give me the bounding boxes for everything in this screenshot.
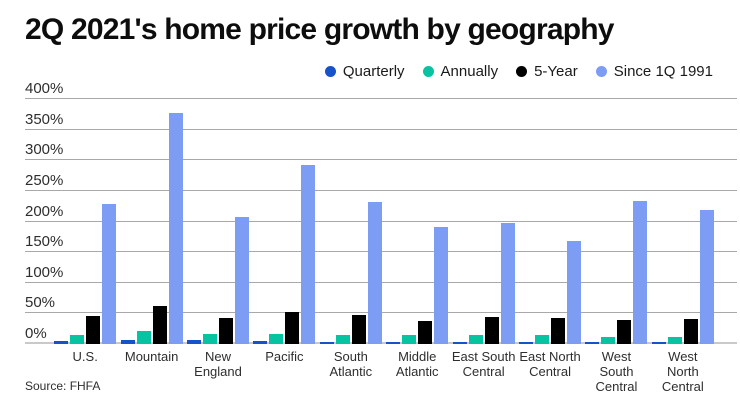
chart-title: 2Q 2021's home price growth by geography bbox=[25, 13, 614, 46]
bar-since_1991 bbox=[301, 165, 316, 344]
y-tick-label-150: 150% bbox=[25, 234, 68, 250]
gridline-250 bbox=[25, 189, 737, 191]
bar-quarterly bbox=[120, 339, 135, 344]
legend-dot-icon bbox=[324, 66, 336, 77]
x-axis-label: East South Central bbox=[451, 349, 516, 379]
bar-five_year bbox=[551, 317, 566, 344]
bar-group bbox=[384, 99, 450, 344]
bar-annually bbox=[601, 336, 616, 344]
bar-annually bbox=[468, 335, 483, 344]
bar-five_year bbox=[219, 317, 234, 344]
legend: Quarterly Annually 5-Year Since 1Q 1991 bbox=[324, 63, 713, 80]
bar-since_1991 bbox=[633, 200, 648, 344]
gridline-400 bbox=[25, 98, 737, 99]
bar-group bbox=[517, 99, 583, 344]
bar-quarterly bbox=[651, 342, 666, 344]
bar-since_1991 bbox=[500, 222, 515, 344]
bar-annually bbox=[136, 331, 151, 344]
bar-group bbox=[318, 99, 384, 344]
y-tick-label-300: 300% bbox=[25, 142, 68, 158]
bar-annually bbox=[535, 335, 550, 344]
legend-item-five_year: 5-Year bbox=[516, 63, 578, 80]
gridline-350 bbox=[25, 128, 737, 130]
gridline-300 bbox=[25, 159, 737, 161]
bar-five_year bbox=[683, 318, 698, 344]
x-axis-label: South Atlantic bbox=[329, 349, 373, 379]
bar-quarterly bbox=[253, 340, 268, 344]
bar-quarterly bbox=[519, 342, 534, 344]
y-tick-label-0: 0% bbox=[25, 326, 51, 341]
legend-label: 5-Year bbox=[534, 63, 578, 80]
plot-area: 400% 350% 300% 250% 200% 150% 100% 50% 0% bbox=[25, 81, 737, 344]
bar-quarterly bbox=[386, 341, 401, 344]
bar-five_year bbox=[152, 306, 167, 344]
bar-annually bbox=[70, 334, 85, 344]
y-tick-label-50: 50% bbox=[25, 295, 60, 311]
bar-since_1991 bbox=[168, 113, 183, 344]
bar-group bbox=[52, 99, 118, 344]
x-axis-label: West South Central bbox=[595, 349, 638, 394]
legend-label: Annually bbox=[440, 63, 499, 80]
bar-group bbox=[583, 99, 649, 344]
bar-group bbox=[118, 99, 184, 344]
x-axis-label: West North Central bbox=[661, 349, 704, 394]
bar-group bbox=[650, 99, 716, 344]
bar-group bbox=[185, 99, 251, 344]
bar-since_1991 bbox=[699, 210, 714, 344]
source-note: Source: FHFA bbox=[25, 379, 101, 393]
bar-quarterly bbox=[54, 340, 69, 344]
x-axis-label: Pacific bbox=[265, 349, 304, 364]
x-axis-label: East North Central bbox=[519, 349, 581, 379]
x-axis-label: Mountain bbox=[124, 349, 179, 364]
x-axis-label: New England bbox=[194, 349, 242, 379]
bar-since_1991 bbox=[235, 216, 250, 344]
bar-quarterly bbox=[187, 340, 202, 344]
bar-annually bbox=[667, 336, 682, 344]
legend-item-quarterly: Quarterly bbox=[324, 63, 405, 80]
bar-since_1991 bbox=[567, 240, 582, 344]
bar-five_year bbox=[418, 320, 433, 344]
bar-since_1991 bbox=[367, 201, 382, 344]
legend-dot-icon bbox=[422, 66, 434, 77]
bar-five_year bbox=[484, 317, 499, 344]
bar-annually bbox=[335, 334, 350, 344]
y-tick-label-250: 250% bbox=[25, 172, 68, 188]
bar-groups bbox=[52, 99, 716, 344]
legend-item-annually: Annually bbox=[422, 63, 499, 80]
bar-five_year bbox=[285, 312, 300, 344]
legend-item-since_1991: Since 1Q 1991 bbox=[595, 63, 713, 80]
legend-dot-icon bbox=[516, 66, 528, 77]
bar-quarterly bbox=[452, 341, 467, 344]
legend-label: Since 1Q 1991 bbox=[613, 63, 713, 80]
legend-dot-icon bbox=[595, 66, 607, 77]
bar-group bbox=[450, 99, 516, 344]
bar-since_1991 bbox=[434, 227, 449, 344]
x-axis-labels: U.S. Mountain New England Pacific South Atla… bbox=[52, 349, 716, 395]
y-tick-label-100: 100% bbox=[25, 264, 68, 280]
bar-five_year bbox=[351, 315, 366, 344]
bar-annually bbox=[203, 333, 218, 344]
y-tick-label-200: 200% bbox=[25, 203, 68, 219]
bar-five_year bbox=[617, 320, 632, 344]
y-tick-label-350: 350% bbox=[25, 111, 68, 127]
bar-quarterly bbox=[319, 341, 334, 344]
bar-five_year bbox=[86, 316, 101, 344]
bar-group bbox=[251, 99, 317, 344]
bar-quarterly bbox=[585, 342, 600, 344]
bar-annually bbox=[269, 333, 284, 344]
x-axis-label: U.S. bbox=[72, 349, 98, 364]
bar-since_1991 bbox=[102, 204, 117, 344]
y-tick-label-400: 400% bbox=[25, 81, 68, 96]
bar-annually bbox=[402, 335, 417, 344]
legend-label: Quarterly bbox=[342, 63, 405, 80]
x-axis-label: Middle Atlantic bbox=[395, 349, 439, 379]
